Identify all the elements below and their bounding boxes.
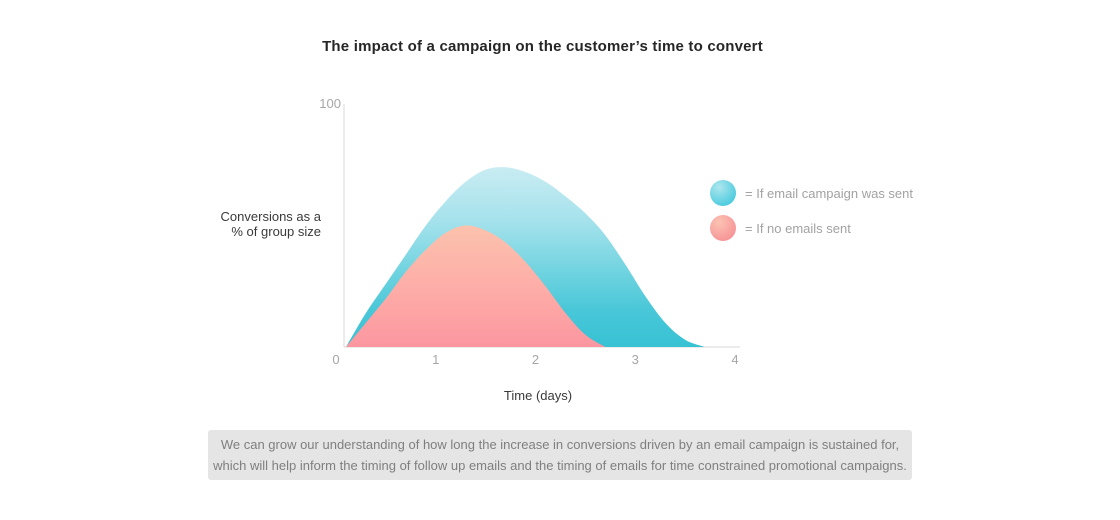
x-axis-ticks: 0 1 2 3 4: [332, 352, 740, 368]
area-chart: [343, 104, 740, 348]
legend-label-no-email: = If no emails sent: [745, 220, 851, 236]
teal-dot-icon: [710, 180, 736, 206]
x-tick-label: 3: [631, 352, 639, 367]
insight-note: We can grow our understanding of how lon…: [208, 430, 912, 480]
legend-item-email-sent: = If email campaign was sent: [710, 180, 913, 206]
x-tick-label: 0: [332, 352, 340, 367]
legend-label-email-sent: = If email campaign was sent: [745, 185, 913, 201]
chart-legend: = If email campaign was sent = If no ema…: [710, 180, 913, 241]
legend-item-no-email: = If no emails sent: [710, 215, 913, 241]
insight-note-line-1: We can grow our understanding of how lon…: [220, 437, 900, 452]
y-axis-tick-100: 100: [319, 96, 341, 111]
pink-dot-icon: [710, 215, 736, 241]
y-axis-label: Conversions as a % of group size: [150, 209, 321, 239]
insight-note-line-2: which will help inform the timing of fol…: [213, 458, 907, 473]
page-title: The impact of a campaign on the customer…: [322, 38, 763, 55]
x-tick-label: 1: [432, 352, 440, 367]
y-axis-label-line-2: % of group size: [231, 224, 321, 239]
x-axis-label: Time (days): [503, 388, 573, 403]
x-tick-label: 2: [531, 352, 540, 367]
y-axis-label-line-1: Conversions as a: [220, 209, 321, 224]
x-tick-label: 4: [731, 352, 739, 367]
area-series-1: [346, 225, 606, 347]
